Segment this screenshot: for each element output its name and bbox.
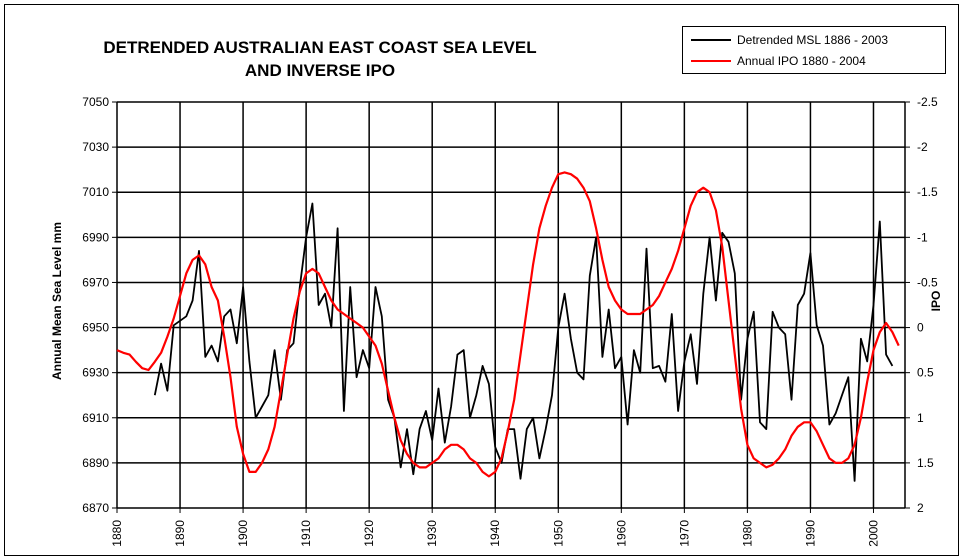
x-tick-label-1920: 1920 xyxy=(362,520,376,547)
y2-tick-label-1.5: 1.5 xyxy=(917,456,934,470)
y2-tick-label--0.5: -0.5 xyxy=(917,275,938,289)
y2-tick-label-1: 1 xyxy=(917,411,924,425)
legend-label-ipo: Annual IPO 1880 - 2004 xyxy=(737,54,866,68)
y-tick-label-7030: 7030 xyxy=(82,140,109,154)
x-tick-label-1880: 1880 xyxy=(110,520,124,547)
x-tick-label-1930: 1930 xyxy=(425,520,439,547)
legend: Detrended MSL 1886 - 2003 Annual IPO 188… xyxy=(682,26,946,74)
y2-tick-label-0: 0 xyxy=(917,321,924,335)
y2-tick-label--2.5: -2.5 xyxy=(917,95,938,109)
y2-tick-label-0.5: 0.5 xyxy=(917,366,934,380)
y-tick-label-6890: 6890 xyxy=(82,456,109,470)
x-tick-label-1940: 1940 xyxy=(488,520,502,547)
legend-swatch-ipo xyxy=(691,60,731,62)
legend-entry-msl: Detrended MSL 1886 - 2003 xyxy=(683,30,888,50)
series-line-msl xyxy=(153,202,894,482)
legend-label-msl: Detrended MSL 1886 - 2003 xyxy=(737,33,888,47)
chart-frame xyxy=(4,4,959,556)
y-tick-label-7050: 7050 xyxy=(82,95,109,109)
x-tick-label-1950: 1950 xyxy=(551,520,565,547)
y2-axis-title: IPO xyxy=(929,291,943,312)
chart-title: DETRENDED AUSTRALIAN EAST COAST SEA LEVE… xyxy=(60,36,580,82)
y-tick-label-6870: 6870 xyxy=(82,501,109,515)
x-tick-label-1980: 1980 xyxy=(740,520,754,547)
x-tick-label-1970: 1970 xyxy=(677,520,691,547)
y-tick-label-6930: 6930 xyxy=(82,366,109,380)
x-tick-label-2000: 2000 xyxy=(866,520,880,547)
legend-swatch-msl xyxy=(691,39,731,41)
chart-title-line-2: AND INVERSE IPO xyxy=(244,61,396,80)
y2-tick-label--1.5: -1.5 xyxy=(917,185,938,199)
chart-title-line-1: DETRENDED AUSTRALIAN EAST COAST SEA LEVE… xyxy=(103,38,537,57)
x-tick-label-1890: 1890 xyxy=(173,520,187,547)
x-tick-label-1960: 1960 xyxy=(614,520,628,547)
y-tick-label-7010: 7010 xyxy=(82,185,109,199)
y2-tick-label--2: -2 xyxy=(917,140,928,154)
series-line-ipo xyxy=(116,171,900,478)
y-tick-label-6990: 6990 xyxy=(82,230,109,244)
x-tick-label-1910: 1910 xyxy=(299,520,313,547)
y-axis-title: Annual Mean Sea Level mm xyxy=(50,222,64,380)
y-tick-label-6970: 6970 xyxy=(82,275,109,289)
legend-entry-ipo: Annual IPO 1880 - 2004 xyxy=(683,51,866,71)
y-tick-label-6910: 6910 xyxy=(82,411,109,425)
y2-tick-label--1: -1 xyxy=(917,230,928,244)
x-tick-label-1990: 1990 xyxy=(803,520,817,547)
y-tick-label-6950: 6950 xyxy=(82,321,109,335)
y2-tick-label-2: 2 xyxy=(917,501,924,515)
x-tick-label-1900: 1900 xyxy=(236,520,250,547)
